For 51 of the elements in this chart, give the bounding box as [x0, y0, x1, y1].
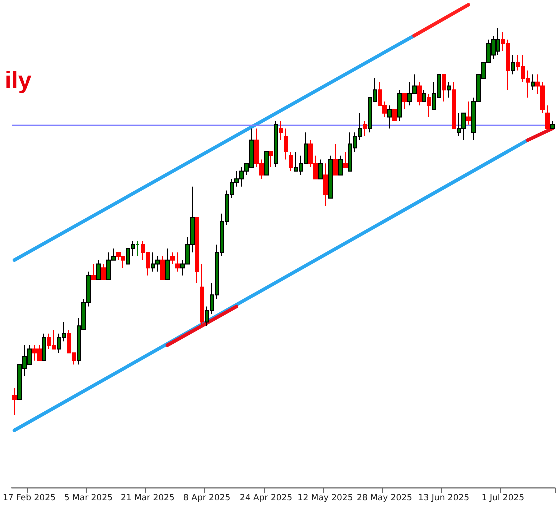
x-tick-label: 8 Apr 2025 [184, 494, 231, 504]
candlestick [333, 144, 338, 176]
text: ily [5, 68, 32, 94]
candlestick [289, 152, 293, 172]
candlestick [91, 264, 96, 280]
x-tick-label: 5 Mar 2025 [64, 494, 113, 504]
candlestick [417, 82, 422, 106]
candlestick [392, 108, 397, 122]
candlestick [42, 333, 46, 362]
candlestick [328, 155, 333, 199]
candlestick [427, 93, 431, 118]
candlestick [363, 120, 367, 138]
candlestick [264, 152, 269, 176]
x-tick-label: 13 Jun 2025 [418, 494, 470, 504]
candlestick [200, 264, 204, 327]
candlestick [447, 82, 451, 98]
candlestick [155, 256, 160, 272]
candlestick [461, 112, 466, 141]
candlestick [12, 387, 17, 416]
candlestick [269, 152, 273, 168]
candlestick [531, 74, 535, 91]
candlestick [466, 101, 471, 126]
x-tick-label: 21 Mar 2025 [120, 494, 175, 504]
candlestick [279, 120, 283, 141]
candlestick [343, 152, 348, 168]
candlestick [170, 252, 175, 265]
candlestick [511, 54, 515, 76]
x-tick-label: 1 Jul 2025 [482, 494, 525, 504]
candlestick [284, 128, 288, 160]
candlestick [452, 82, 456, 130]
candlestick [318, 159, 323, 180]
candlestick [338, 155, 343, 176]
candlestick [387, 105, 392, 130]
candlestick [323, 163, 328, 207]
candlestick [274, 120, 278, 168]
candlestick [195, 217, 199, 284]
candlestick [165, 248, 170, 280]
candlestick [101, 264, 106, 280]
x-tick-label: 24 Apr 2025 [240, 494, 293, 504]
candlestick [397, 90, 402, 122]
candlestick [442, 74, 446, 102]
candlestick [422, 90, 426, 102]
x-tick-label: 17 Feb 2025 [2, 494, 56, 504]
candlestick [175, 252, 180, 272]
x-tick-label: 12 May 2025 [298, 494, 354, 504]
candlestick [96, 260, 101, 280]
candlestick [545, 105, 550, 130]
candlestick [160, 256, 165, 280]
candlestick [550, 120, 555, 130]
candlestick [402, 93, 407, 110]
x-tick-label: 28 May 2025 [357, 494, 412, 504]
